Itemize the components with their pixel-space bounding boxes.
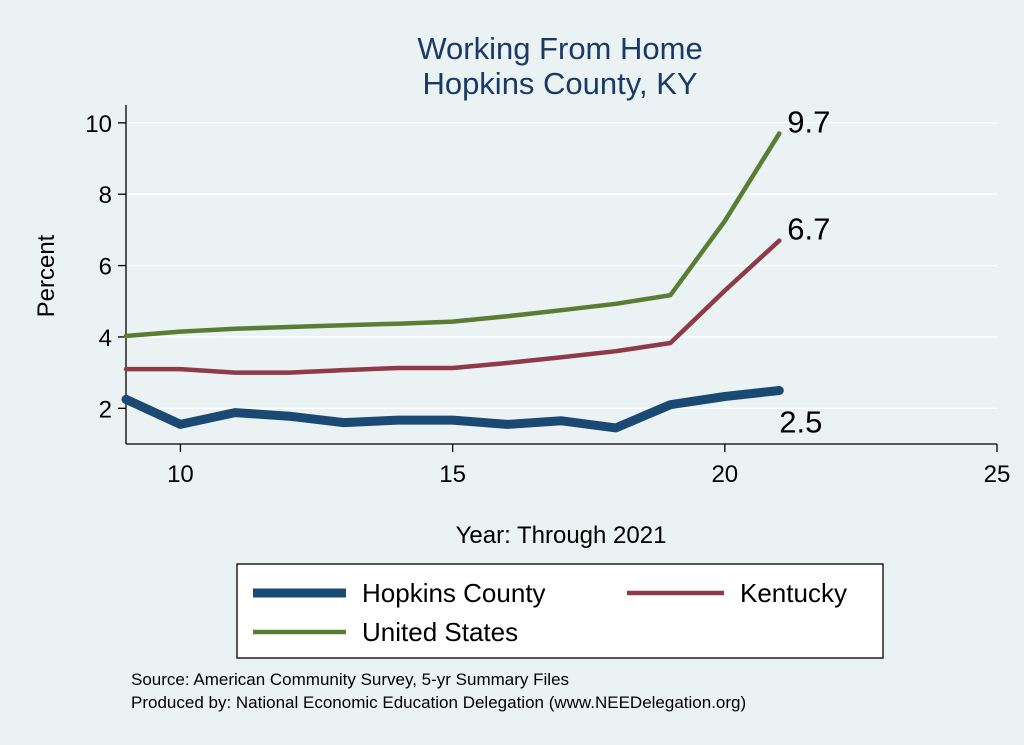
end-label-kentucky: 6.7 bbox=[787, 212, 830, 247]
source-note: Source: American Community Survey, 5-yr … bbox=[131, 670, 569, 689]
series-line-united-states bbox=[123, 131, 782, 339]
x-tick-label-10: 10 bbox=[167, 461, 194, 488]
series-line-hopkins-county bbox=[121, 386, 784, 433]
end-label-hopkins-county: 2.5 bbox=[779, 404, 822, 439]
end-label-united-states: 9.7 bbox=[787, 105, 830, 140]
y-axis-title: Percent bbox=[33, 234, 60, 317]
y-tick-label-4: 4 bbox=[99, 325, 112, 352]
y-tick-label-10: 10 bbox=[85, 111, 112, 138]
series-line-kentucky bbox=[123, 238, 782, 375]
series-lines bbox=[121, 131, 784, 433]
legend-label-hopkins-county: Hopkins County bbox=[362, 578, 546, 608]
y-tick-label-8: 8 bbox=[99, 182, 112, 209]
x-axis-title: Year: Through 2021 bbox=[456, 522, 667, 549]
x-tick-label-15: 15 bbox=[439, 461, 466, 488]
chart-title-line-1: Working From Home bbox=[417, 31, 702, 66]
legend: Hopkins County Kentucky United States bbox=[236, 563, 884, 659]
producer-note: Produced by: National Economic Education… bbox=[131, 693, 746, 712]
axes: 2 4 6 8 10 10 15 20 25 bbox=[85, 105, 1010, 488]
x-tick-label-20: 20 bbox=[711, 461, 738, 488]
legend-label-united-states: United States bbox=[362, 617, 518, 647]
grid-lines bbox=[126, 122, 997, 410]
y-tick-label-6: 6 bbox=[99, 254, 112, 281]
legend-box bbox=[236, 563, 884, 659]
x-tick-label-25: 25 bbox=[984, 461, 1011, 488]
plot-area bbox=[126, 105, 997, 444]
legend-label-kentucky: Kentucky bbox=[740, 578, 847, 608]
end-labels: 2.5 6.7 9.7 bbox=[779, 105, 830, 440]
y-tick-label-2: 2 bbox=[99, 396, 112, 423]
chart-title-line-2: Hopkins County, KY bbox=[422, 66, 697, 101]
